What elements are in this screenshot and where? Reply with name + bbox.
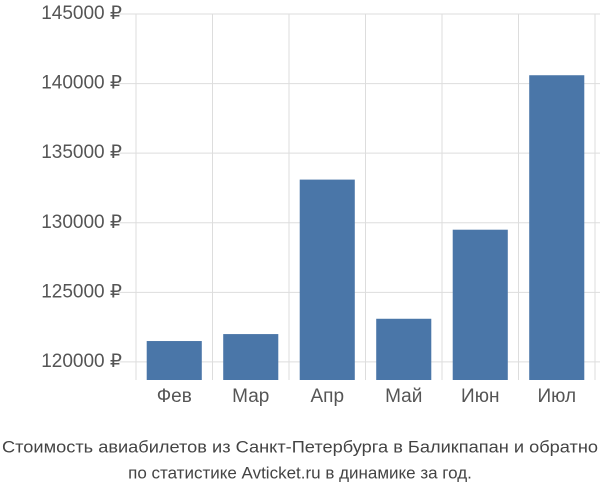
y-tick-label: 130000 ₽ [41, 212, 122, 233]
bar [452, 229, 508, 380]
y-tick-label: 135000 ₽ [41, 142, 122, 163]
chart-subtitle: по статистике Avticket.ru в динамике за … [128, 463, 472, 482]
y-tick-label: 140000 ₽ [41, 73, 122, 94]
y-tick-label: 125000 ₽ [41, 281, 122, 302]
x-tick-label: Апр [310, 386, 344, 407]
x-tick-label: Июл [537, 386, 576, 407]
bar [299, 179, 355, 380]
x-tick-label: Мар [232, 386, 269, 407]
x-tick-label: Май [385, 386, 422, 407]
y-tick-label: 145000 ₽ [41, 3, 122, 24]
x-tick-label: Фев [157, 386, 192, 407]
x-tick-label: Июн [461, 386, 499, 407]
bar [376, 318, 432, 380]
y-tick-label: 120000 ₽ [41, 351, 122, 372]
bar [146, 341, 202, 380]
bar [223, 334, 279, 380]
chart-title: Стоимость авиабилетов из Санкт-Петербург… [2, 437, 598, 456]
bar [529, 75, 585, 381]
